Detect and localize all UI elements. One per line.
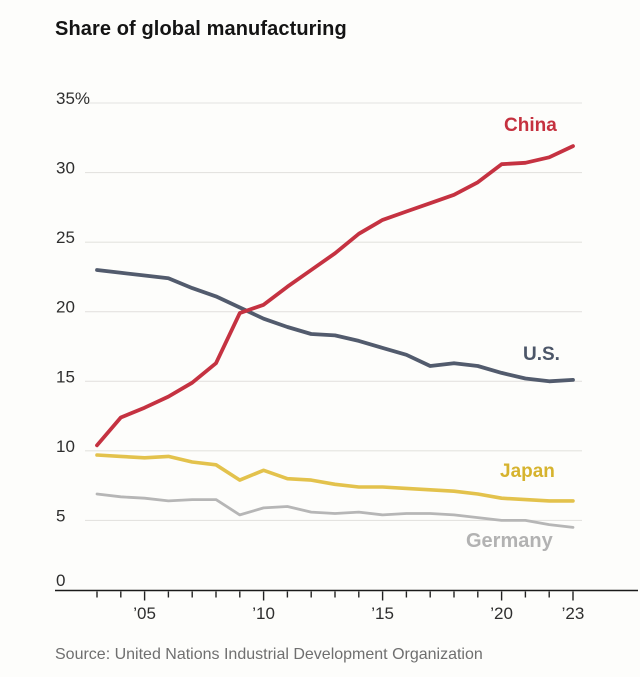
svg-text:’10: ’10 xyxy=(252,604,275,623)
svg-text:25: 25 xyxy=(56,228,75,247)
svg-text:35%: 35% xyxy=(56,89,90,108)
series-label-us: U.S. xyxy=(523,344,560,365)
svg-text:0: 0 xyxy=(56,571,65,590)
series-label-germany: Germany xyxy=(466,530,553,552)
series-label-japan: Japan xyxy=(500,461,555,482)
svg-text:10: 10 xyxy=(56,437,75,456)
svg-text:’15: ’15 xyxy=(371,604,394,623)
svg-text:’23: ’23 xyxy=(562,604,585,623)
source-attribution: Source: United Nations Industrial Develo… xyxy=(55,646,483,663)
svg-text:15: 15 xyxy=(56,367,75,386)
svg-text:5: 5 xyxy=(56,506,65,525)
svg-text:’05: ’05 xyxy=(133,604,156,623)
svg-text:20: 20 xyxy=(56,298,75,317)
svg-text:’20: ’20 xyxy=(490,604,513,623)
svg-text:30: 30 xyxy=(56,159,75,178)
series-label-china: China xyxy=(504,115,557,136)
chart-title: Share of global manufacturing xyxy=(55,18,347,40)
